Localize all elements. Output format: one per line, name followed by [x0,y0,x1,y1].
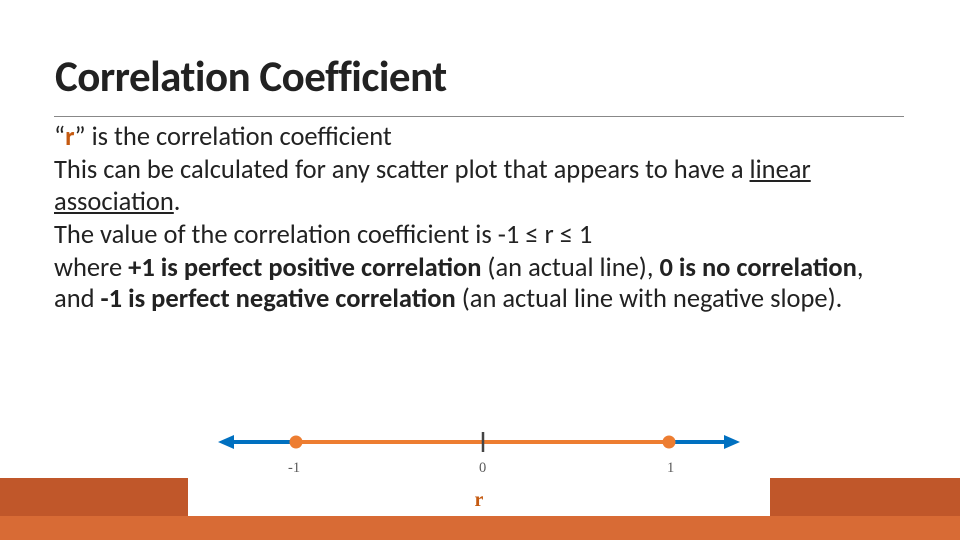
line4-d: 0 is no correlation [659,252,856,284]
line2-a: This can be calculated for any scatter p… [54,154,750,186]
quote-close: ” [75,121,86,153]
line-4: where +1 is perfect positive correlation… [54,253,906,316]
line2-end: . [174,186,181,218]
label-zero: 0 [479,460,486,477]
line-1: “r” is the correlation coefficient [54,122,906,153]
quote-open: “ [54,121,65,153]
label-pos1: 1 [667,460,674,477]
slide-title: Correlation Coefficient [55,50,447,103]
line-3: The value of the correlation coefficient… [54,220,906,251]
numberline-diagram: -1 0 1 r [188,416,770,516]
line1-rest: is the correlation coefficient [86,121,392,153]
line4-a: where [54,252,128,284]
line4-c: (an actual line), [481,252,659,284]
slide-container: Correlation Coefficient “r” is the corre… [0,0,960,540]
r-symbol: r [65,121,74,153]
line4-g: (an actual line with negative slope). [456,283,843,315]
label-neg1: -1 [288,460,300,477]
title-underline [54,116,904,117]
line-2: This can be calculated for any scatter p… [54,155,906,218]
r-axis-label: r [475,489,484,512]
body-text: “r” is the correlation coefficient This … [54,122,906,318]
line4-b: +1 is perfect positive correlation [128,252,481,284]
footer-bar-light [0,516,960,540]
line4-f: -1 is perfect negative correlation [101,283,456,315]
